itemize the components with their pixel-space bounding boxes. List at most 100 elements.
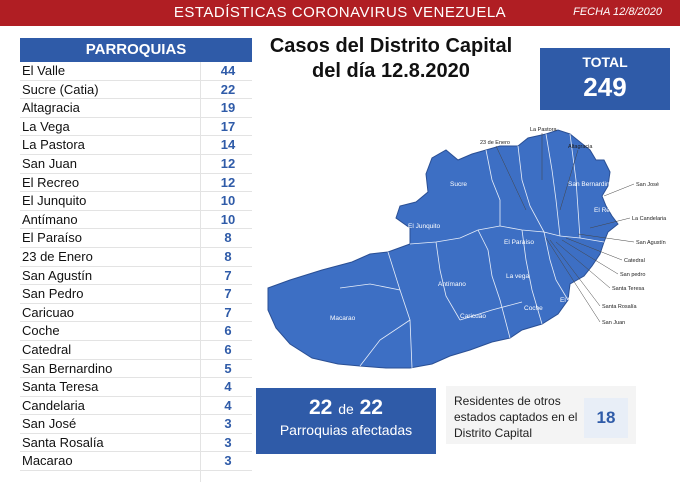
table-row: San Juan 12 — [20, 155, 252, 174]
parish-name: San Pedro — [22, 286, 84, 302]
table-row: El Recreo 12 — [20, 174, 252, 193]
total-box: TOTAL 249 — [540, 48, 670, 110]
parish-name: San José — [22, 416, 77, 432]
parish-name: 23 de Enero — [22, 248, 93, 264]
table-row: San Bernardino 5 — [20, 360, 252, 379]
parish-cases: 4 — [224, 379, 232, 395]
parish-cases: 22 — [220, 81, 236, 97]
parish-cases: 6 — [224, 323, 232, 339]
parish-name: La Pastora — [22, 137, 85, 153]
table-heading: PARROQUIAS — [20, 38, 252, 62]
map-inner-labels: Sucre El Junquito El Paraíso La vega Ant… — [330, 181, 623, 322]
total-value: 249 — [583, 72, 627, 102]
parishes-table: PARROQUIAS El Valle 44 Sucre (Catia) 22 Alta… — [20, 38, 252, 482]
parish-name: Caricuao — [22, 304, 75, 320]
parish-cases: 17 — [220, 118, 236, 134]
parish-name: El Paraíso — [22, 230, 82, 246]
table-row: Catedral 6 — [20, 341, 252, 360]
residents-text: Residentes de otros estados captados en … — [454, 393, 584, 441]
total-label: TOTAL — [582, 54, 628, 70]
parish-cases: 44 — [220, 63, 236, 78]
parish-name: Santa Rosalía — [22, 434, 104, 450]
parish-cases: 12 — [220, 174, 236, 190]
affected-count-line: 22 de 22 — [256, 396, 436, 420]
map-outer-labels: La Pastora 23 de Enero Altagracia San Jo… — [480, 127, 667, 326]
table-row: Santa Rosalía 3 — [20, 434, 252, 453]
parish-cases: 6 — [224, 341, 232, 357]
table-row: La Vega 17 — [20, 118, 252, 137]
affected-count: 22 — [309, 396, 333, 419]
banner-date: FECHA 12/8/2020 — [573, 6, 662, 18]
table-row: El Paraíso 8 — [20, 229, 252, 248]
label-coche: Coche — [524, 305, 543, 312]
residents-line1: Residentes de otros — [454, 394, 561, 408]
map-title-line2: del día 12.8.2020 — [312, 60, 470, 82]
banner-title: ESTADÍSTICAS CORONAVIRUS VENEZUELA — [173, 4, 507, 21]
table-row: Antímano 10 — [20, 211, 252, 230]
parish-name: Altagracia — [22, 100, 80, 116]
parish-cases: 7 — [224, 304, 232, 320]
parish-cases: 3 — [224, 434, 232, 450]
label-el-valle: El Valle — [560, 297, 582, 304]
table-row: La Pastora 14 — [20, 136, 252, 155]
label-san-juan: San Juan — [602, 320, 625, 326]
label-la-candelaria: La Candelaria — [632, 216, 667, 222]
label-san-agustin: San Agustín — [636, 240, 666, 246]
table-row: El Junquito 10 — [20, 192, 252, 211]
table-row: San José 3 — [20, 415, 252, 434]
residents-line3: Distrito Capital — [454, 426, 533, 440]
parish-cases: 4 — [224, 397, 232, 413]
column-divider — [200, 62, 201, 482]
parish-cases: 8 — [224, 230, 232, 246]
label-el-recreo: El Recreo — [594, 207, 623, 214]
map-title: Casos del Distrito Capital del día 12.8.… — [260, 34, 522, 84]
label-san-bernardino: San Bernardino — [568, 181, 614, 188]
parish-cases: 5 — [224, 360, 232, 376]
parish-name: San Bernardino — [22, 360, 113, 376]
parish-name: El Valle — [22, 63, 66, 78]
parish-name: Santa Teresa — [22, 379, 99, 395]
map-leader-lines — [495, 133, 635, 323]
label-antimano: Antímano — [438, 281, 466, 288]
label-la-vega: La vega — [506, 273, 530, 280]
parish-cases: 3 — [224, 416, 232, 432]
district-map: Sucre El Junquito El Paraíso La vega Ant… — [267, 127, 667, 369]
label-el-paraiso: El Paraíso — [504, 239, 534, 246]
affected-of: de — [338, 401, 354, 417]
parish-name: San Juan — [22, 155, 77, 171]
parish-cases: 10 — [220, 211, 236, 227]
residents-line2: estados captados en el — [454, 410, 578, 424]
parish-name: San Agustín — [22, 267, 93, 283]
table-row: Candelaria 4 — [20, 397, 252, 416]
table-row: Sucre (Catia) 22 — [20, 81, 252, 100]
parish-name: Macarao — [22, 453, 73, 469]
parish-name: La Vega — [22, 118, 70, 134]
top-banner: ESTADÍSTICAS CORONAVIRUS VENEZUELA FECHA… — [0, 0, 680, 26]
table-row: 23 de Enero 8 — [20, 248, 252, 267]
table-row: San Pedro 7 — [20, 285, 252, 304]
affected-label: Parroquias afectadas — [279, 422, 413, 438]
label-la-pastora: La Pastora — [530, 127, 558, 133]
table-row: Altagracia 19 — [20, 99, 252, 118]
label-san-pedro: San pedro — [620, 272, 645, 278]
label-caricuao: Caricuao — [460, 313, 486, 320]
label-san-jose: San José — [636, 182, 659, 188]
table-row: Santa Teresa 4 — [20, 378, 252, 397]
label-santa-teresa: Santa Teresa — [612, 286, 645, 292]
parish-cases: 10 — [220, 193, 236, 209]
residents-value: 18 — [584, 398, 628, 438]
table-row: Macarao 3 — [20, 452, 252, 472]
parish-name: Candelaria — [22, 397, 85, 413]
parish-cases: 19 — [220, 100, 236, 116]
affected-box: 22 de 22 Parroquias afectadas — [256, 388, 436, 454]
parish-name: El Recreo — [22, 174, 80, 190]
parish-name: Sucre (Catia) — [22, 81, 99, 97]
table-row: El Valle 44 — [20, 62, 252, 81]
map-borders — [339, 133, 605, 369]
parish-cases: 8 — [224, 248, 232, 264]
parish-name: Catedral — [22, 341, 72, 357]
parish-name: El Junquito — [22, 193, 87, 209]
parish-cases: 3 — [224, 453, 232, 469]
label-el-junquito: El Junquito — [408, 223, 441, 230]
parish-cases: 7 — [224, 267, 232, 283]
